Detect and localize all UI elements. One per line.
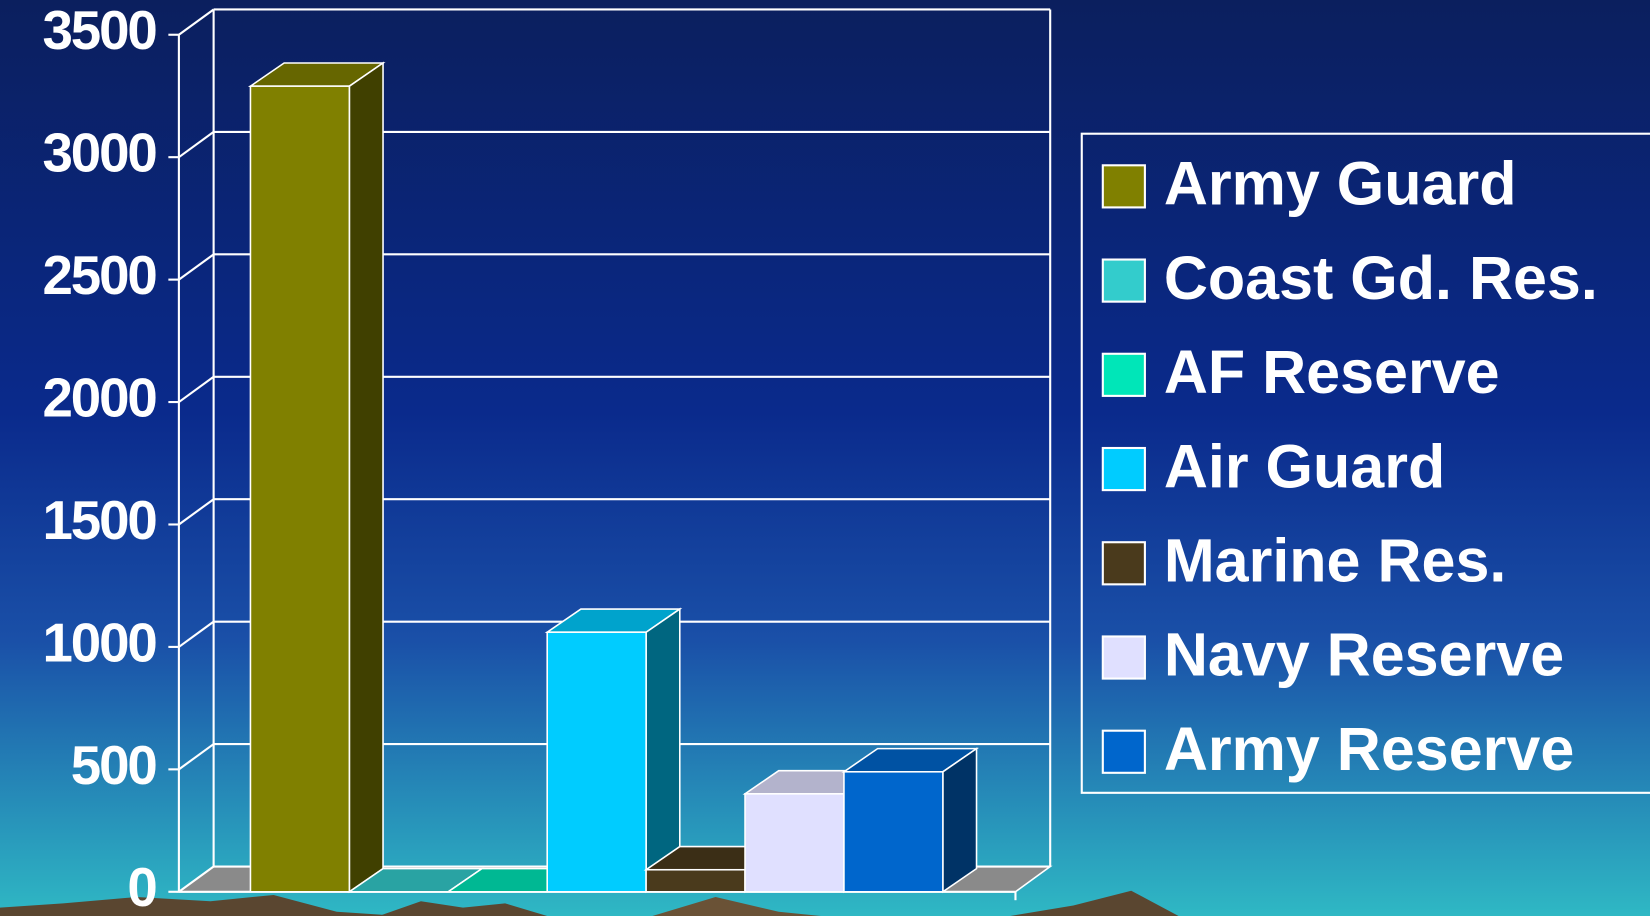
legend-label: Coast Gd. Res. (1164, 244, 1598, 312)
legend-label: AF Reserve (1164, 338, 1500, 406)
grid-line (178, 498, 215, 526)
mountain (652, 897, 821, 916)
bar-side (942, 747, 978, 894)
legend-swatch (1101, 541, 1146, 586)
legend-label: Army Reserve (1164, 715, 1574, 783)
grid-line (178, 253, 215, 281)
legend-swatch (1101, 258, 1146, 303)
legend-label: Army Guard (1164, 150, 1517, 218)
y-tick-label: 2000 (42, 366, 156, 428)
grid-line (178, 743, 215, 771)
legend-box (1080, 132, 1650, 794)
bar (546, 631, 647, 893)
legend-label: Marine Res. (1164, 527, 1506, 595)
bar (744, 793, 845, 893)
y-tick-label: 500 (71, 734, 157, 796)
legend-swatch (1101, 352, 1146, 397)
bar (249, 85, 351, 893)
bar (645, 868, 746, 893)
bar (843, 771, 944, 893)
grid-line (178, 131, 215, 159)
legend-label: Navy Reserve (1164, 621, 1564, 689)
legend-swatch (1101, 635, 1146, 680)
mountain (378, 901, 548, 916)
y-tick-label: 3500 (42, 0, 156, 61)
grid-line (178, 375, 215, 403)
bar-side (348, 61, 384, 894)
grid-line (178, 8, 215, 36)
y-tick-label: 3000 (42, 122, 156, 184)
legend-swatch (1101, 164, 1146, 209)
grid-line (178, 620, 215, 648)
mountain (0, 894, 400, 916)
legend-swatch (1101, 446, 1146, 492)
legend-swatch (1101, 729, 1146, 774)
y-tick-label: 1000 (42, 611, 156, 673)
y-tick-label: 2500 (42, 244, 156, 306)
mountain (1010, 890, 1179, 916)
y-tick-label: 1500 (42, 489, 156, 551)
y-tick-label: 0 (127, 856, 156, 916)
legend-label: Air Guard (1164, 432, 1445, 500)
grid-line (178, 865, 215, 893)
